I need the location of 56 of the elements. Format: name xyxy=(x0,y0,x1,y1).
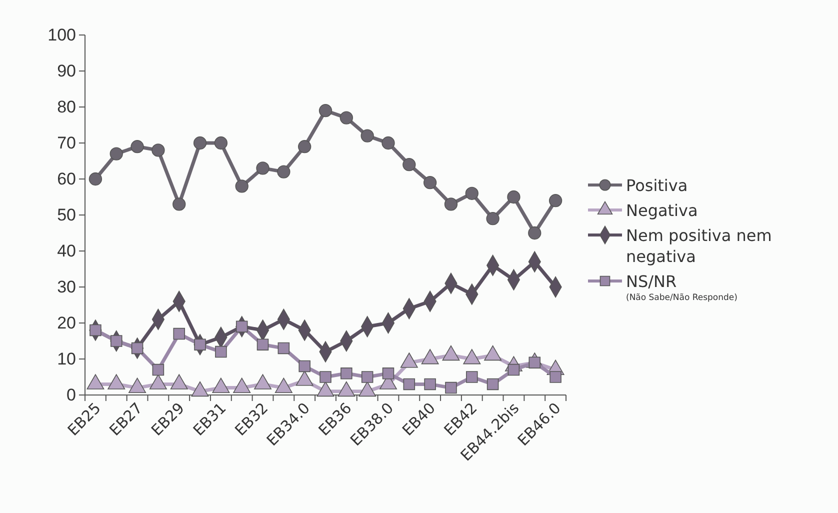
y-tick-label: 80 xyxy=(57,97,76,116)
point xyxy=(256,338,269,350)
point xyxy=(235,180,248,193)
text: (Não Sabe/Não Responde) xyxy=(626,293,738,303)
point xyxy=(360,129,374,142)
point xyxy=(486,378,499,390)
y-tick-label: 70 xyxy=(57,133,76,152)
point xyxy=(445,382,457,394)
y-tick-label: 30 xyxy=(57,277,76,296)
point xyxy=(215,346,227,358)
point xyxy=(507,190,520,204)
point xyxy=(173,328,185,340)
point xyxy=(466,371,478,383)
point xyxy=(382,368,394,380)
y-tick-label: 10 xyxy=(57,349,76,368)
point xyxy=(236,320,248,332)
point xyxy=(298,140,312,154)
point xyxy=(214,136,228,150)
point xyxy=(382,136,395,150)
point xyxy=(110,147,123,160)
y-tick-label: 20 xyxy=(57,313,76,332)
point xyxy=(172,198,186,211)
point xyxy=(88,172,102,186)
point xyxy=(424,378,436,390)
point xyxy=(318,104,332,118)
point xyxy=(152,144,165,157)
y-tick-label: 40 xyxy=(57,241,76,260)
point xyxy=(340,111,353,124)
point xyxy=(256,162,270,175)
legend-label: NS/NR xyxy=(626,272,677,291)
point xyxy=(278,342,290,354)
point xyxy=(486,212,500,226)
point xyxy=(444,198,458,211)
point xyxy=(298,360,310,372)
legend-label: Nem positiva nem negativa xyxy=(626,226,772,266)
point xyxy=(402,158,416,172)
point xyxy=(130,140,144,154)
point xyxy=(193,136,207,150)
point xyxy=(277,165,290,178)
point xyxy=(548,194,562,208)
y-tick-label: 60 xyxy=(57,169,76,188)
point xyxy=(403,378,416,390)
point xyxy=(361,371,374,383)
point xyxy=(152,364,164,376)
y-tick-label: 50 xyxy=(57,205,76,224)
point xyxy=(550,371,562,383)
y-tick-label: 0 xyxy=(66,385,76,404)
legend-label: Positiva xyxy=(626,176,688,195)
point xyxy=(528,226,542,240)
y-tick-label: 90 xyxy=(57,61,76,80)
legend-label: Negativa xyxy=(626,201,698,220)
y-tick-label: 100 xyxy=(48,25,76,44)
point xyxy=(320,371,332,383)
point xyxy=(340,368,352,380)
point xyxy=(465,186,478,200)
point xyxy=(423,176,437,190)
